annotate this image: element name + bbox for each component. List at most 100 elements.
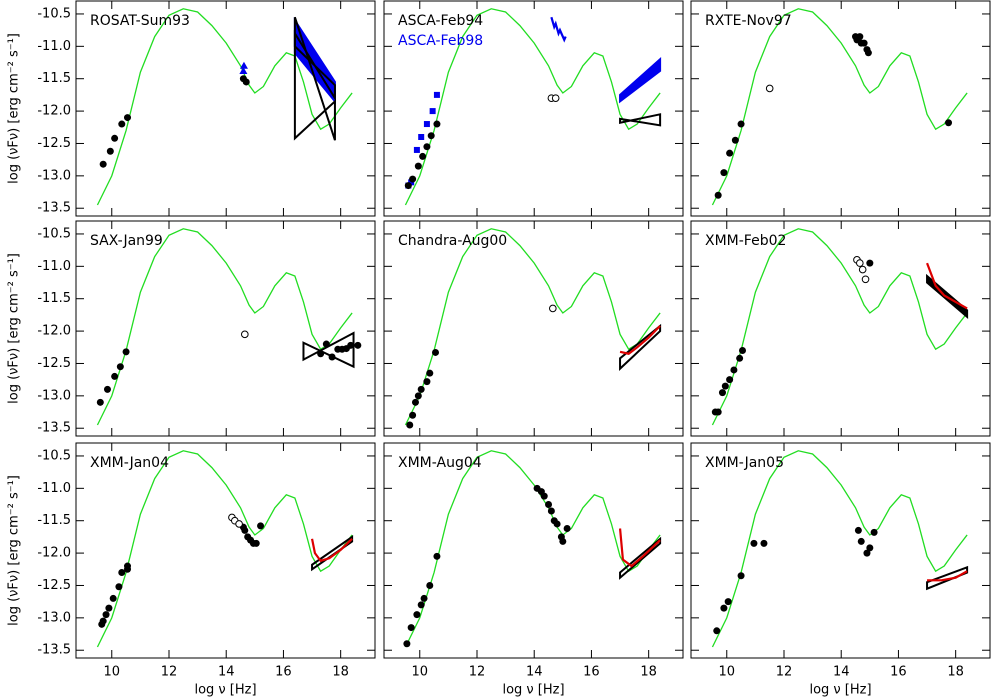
data-point xyxy=(863,549,871,557)
data-point xyxy=(406,421,414,429)
bowtie xyxy=(926,565,969,591)
x-tick-label: 18 xyxy=(947,665,964,680)
y-tick-label: -13.5 xyxy=(37,643,71,658)
bowtie xyxy=(619,323,662,371)
panel: XMM-Feb02 xyxy=(690,220,991,437)
data-point xyxy=(122,348,130,356)
y-tick-label: -10.5 xyxy=(37,226,71,241)
data-point xyxy=(720,604,728,612)
data-point xyxy=(106,147,114,155)
panel: -10.5 -11.0 -11.5 -12.0 -12.5 -13.0 -13.5 ROSAT… xyxy=(7,0,376,217)
x-tick-label: 18 xyxy=(640,665,657,680)
y-axis-label: log (νFν) [erg cm⁻² s⁻¹] xyxy=(7,475,22,626)
data-point xyxy=(239,61,248,69)
data-point xyxy=(252,539,260,547)
data-point xyxy=(418,133,425,140)
data-point xyxy=(404,182,412,190)
data-point xyxy=(737,572,745,580)
panel: 10 12 14 16 18 XMM-Jan05 log ν [Hz] xyxy=(690,442,991,698)
data-point xyxy=(864,49,872,57)
data-point xyxy=(124,562,132,570)
data-point xyxy=(409,175,417,183)
panel: -10.5 -11.0 -11.5 -12.0 -12.5 -13.0 -13.5 SAX-J… xyxy=(7,220,376,437)
model-curve xyxy=(404,228,661,426)
plot-area xyxy=(404,8,662,206)
data-point xyxy=(414,162,422,170)
x-tick-label: 14 xyxy=(833,665,850,680)
data-point xyxy=(99,160,107,168)
panel-title: ROSAT-Sum93 xyxy=(90,13,190,29)
data-point xyxy=(105,604,113,612)
x-tick-label: 14 xyxy=(526,665,543,680)
x-axis-label: log ν [Hz] xyxy=(502,683,564,698)
model-curve xyxy=(711,228,968,426)
model-curve xyxy=(711,8,968,206)
x-tick-label: 12 xyxy=(469,665,486,680)
data-point xyxy=(242,78,250,86)
data-point xyxy=(241,526,249,534)
data-point xyxy=(426,369,434,377)
data-point xyxy=(423,378,431,386)
data-point xyxy=(861,275,870,284)
panel-frame xyxy=(75,220,376,437)
x-tick-label: 16 xyxy=(275,665,292,680)
spectrum-line xyxy=(310,538,353,563)
data-point xyxy=(856,259,864,267)
data-point xyxy=(737,120,745,128)
data-point xyxy=(545,501,553,509)
bowtie xyxy=(311,534,354,572)
data-point xyxy=(714,191,722,199)
panel-title: ASCA-Feb94 xyxy=(398,13,483,29)
data-point xyxy=(433,91,440,98)
x-tick-label: 10 xyxy=(103,665,120,680)
x-tick-label: 10 xyxy=(411,665,428,680)
data-point xyxy=(322,340,330,348)
y-tick-label: -11.5 xyxy=(37,71,71,86)
data-point xyxy=(354,341,362,349)
data-point xyxy=(432,348,440,356)
data-point xyxy=(328,353,336,361)
data-point xyxy=(724,598,732,606)
data-point xyxy=(426,581,434,589)
panel-title: SAX-Jan99 xyxy=(90,233,163,249)
plot-area xyxy=(711,8,968,206)
panel-subtitle: ASCA-Feb98 xyxy=(398,33,483,49)
panel-frame xyxy=(383,0,684,217)
bowtie xyxy=(302,331,355,369)
x-tick-label: 14 xyxy=(218,665,235,680)
panel-title: XMM-Aug04 xyxy=(398,455,482,471)
panel: 10 12 14 16 18 -10.5 -11.0 -11.5 -12.0 -12.5 -13.0… xyxy=(7,442,376,698)
data-point xyxy=(317,350,325,358)
data-point xyxy=(945,119,953,127)
plot-area xyxy=(96,450,354,648)
spectrum-line xyxy=(618,528,661,568)
data-point xyxy=(854,526,862,534)
plot-area xyxy=(404,228,662,429)
data-point xyxy=(739,347,747,355)
data-point xyxy=(407,624,415,632)
panel-frame xyxy=(690,442,991,659)
data-point xyxy=(714,408,722,416)
bowtie xyxy=(619,57,662,104)
spectrum-line xyxy=(926,262,968,310)
x-tick-label: 12 xyxy=(161,665,178,680)
data-point xyxy=(765,84,774,93)
data-point xyxy=(429,108,436,115)
panel-frame xyxy=(690,220,991,437)
y-tick-label: -11.0 xyxy=(37,481,71,496)
panel-title: XMM-Jan05 xyxy=(705,455,784,471)
spectrum-line xyxy=(550,16,567,43)
data-point xyxy=(115,583,123,591)
bowtie xyxy=(619,113,662,127)
data-point xyxy=(124,114,132,122)
bowtie xyxy=(293,16,336,141)
data-point xyxy=(870,528,878,536)
data-point xyxy=(433,120,441,128)
y-tick-label: -10.5 xyxy=(37,6,71,21)
data-point xyxy=(235,520,243,528)
data-point xyxy=(726,149,734,157)
data-point xyxy=(413,611,421,619)
data-point xyxy=(427,132,435,140)
panel-title: XMM-Feb02 xyxy=(705,233,786,249)
data-point xyxy=(726,376,734,384)
